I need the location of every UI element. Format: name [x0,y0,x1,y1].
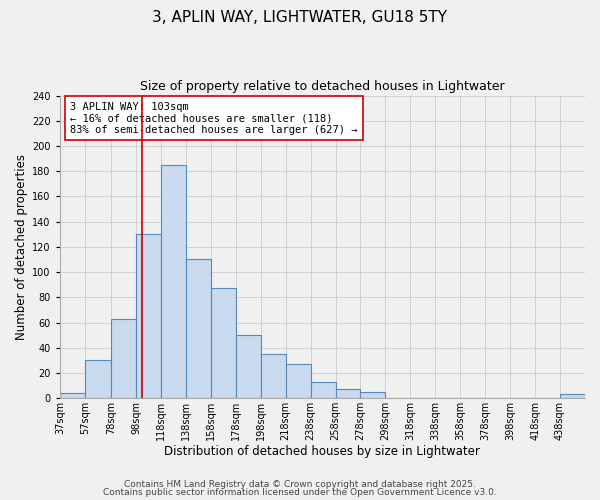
Bar [236,335,260,398]
Bar [335,390,361,398]
Text: Contains HM Land Registry data © Crown copyright and database right 2025.: Contains HM Land Registry data © Crown c… [124,480,476,489]
X-axis label: Distribution of detached houses by size in Lightwater: Distribution of detached houses by size … [164,444,481,458]
Text: 3, APLIN WAY, LIGHTWATER, GU18 5TY: 3, APLIN WAY, LIGHTWATER, GU18 5TY [152,10,448,25]
Bar [161,165,186,398]
Bar [111,318,136,398]
Bar [85,360,111,398]
Bar [211,288,236,398]
Bar [311,382,335,398]
Bar [60,393,85,398]
Bar [361,392,385,398]
Bar [136,234,161,398]
Y-axis label: Number of detached properties: Number of detached properties [15,154,28,340]
Title: Size of property relative to detached houses in Lightwater: Size of property relative to detached ho… [140,80,505,93]
Bar [286,364,311,398]
Bar [186,260,211,398]
Text: 3 APLIN WAY: 103sqm
← 16% of detached houses are smaller (118)
83% of semi-detac: 3 APLIN WAY: 103sqm ← 16% of detached ho… [70,102,358,135]
Bar [260,354,286,398]
Text: Contains public sector information licensed under the Open Government Licence v3: Contains public sector information licen… [103,488,497,497]
Bar [560,394,585,398]
